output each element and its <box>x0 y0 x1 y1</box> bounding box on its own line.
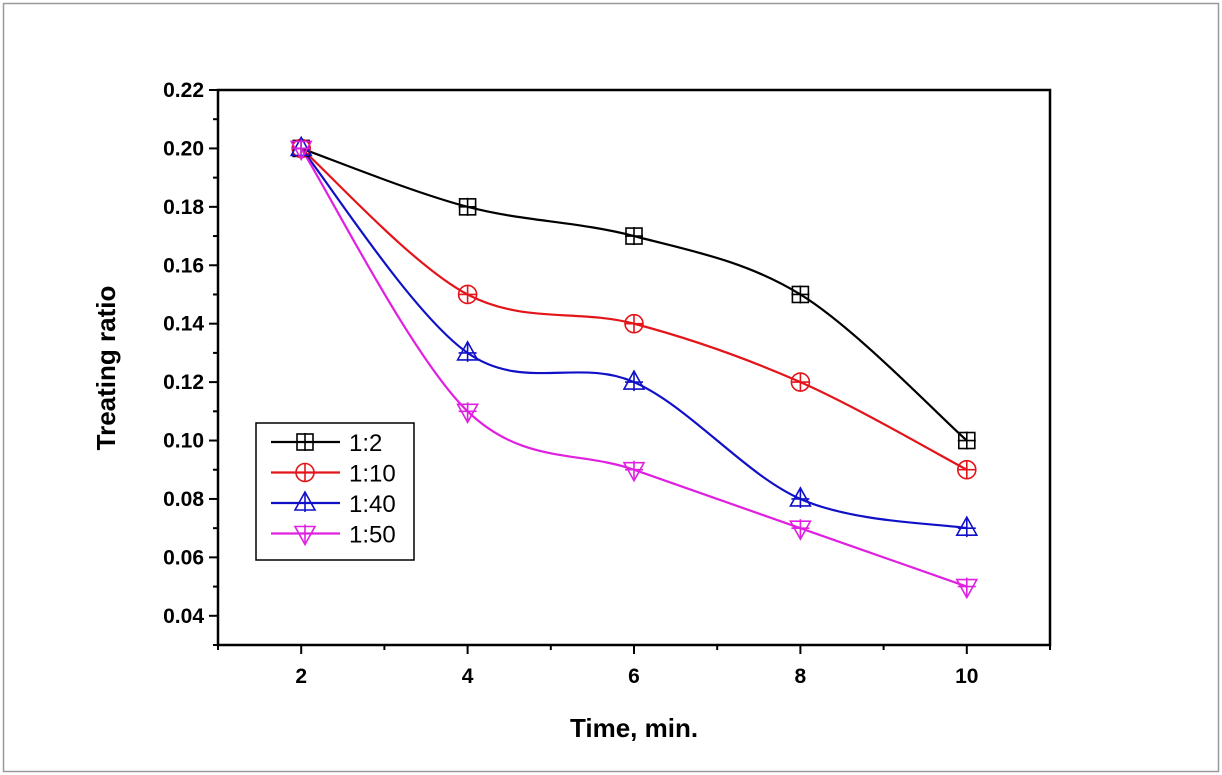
data-point-marker <box>955 515 979 538</box>
data-point-marker <box>957 431 976 450</box>
x-tick-label: 4 <box>462 665 474 688</box>
x-axis-label: Time, min. <box>570 713 698 743</box>
legend-label: 1:50 <box>349 522 396 549</box>
x-tick-label: 10 <box>955 665 978 688</box>
data-point-marker <box>457 284 478 305</box>
legend-label: 1:10 <box>349 461 396 488</box>
data-point-marker <box>295 462 315 483</box>
y-tick-label: 0.16 <box>163 254 204 277</box>
series-line-1-50 <box>300 147 968 588</box>
legend: 1:2 1:10 1:40 1:50 <box>255 422 415 561</box>
data-point-marker <box>289 139 313 162</box>
y-tick-label: 0.22 <box>163 79 204 102</box>
data-point-marker <box>790 372 811 392</box>
data-point-marker <box>955 577 979 600</box>
data-point-marker <box>622 460 646 483</box>
y-tick-label: 0.06 <box>163 546 204 569</box>
data-point-marker <box>293 490 317 512</box>
data-point-marker <box>789 486 812 508</box>
data-point-marker <box>791 285 810 304</box>
x-tick-label: 6 <box>628 665 640 688</box>
x-tick-label: 2 <box>295 665 307 688</box>
y-tick-label: 0.08 <box>163 488 204 511</box>
data-point-marker <box>293 524 317 547</box>
data-point-marker <box>625 227 643 246</box>
y-tick-label: 0.10 <box>163 430 204 453</box>
y-tick-label: 0.20 <box>163 137 204 160</box>
data-point-marker <box>458 197 477 216</box>
y-axis-label: Treating ratio <box>91 286 121 451</box>
data-point-marker <box>456 340 479 362</box>
data-point-marker <box>789 519 812 541</box>
y-tick-label: 0.12 <box>163 371 204 394</box>
data-point-marker <box>622 369 646 392</box>
y-tick-label: 0.18 <box>163 196 204 219</box>
data-point-marker <box>624 313 644 334</box>
data-point-marker <box>956 459 977 480</box>
x-tick-label: 8 <box>795 665 807 688</box>
legend-label: 1:40 <box>349 491 396 518</box>
y-tick-label: 0.04 <box>163 605 204 628</box>
y-tick-label: 0.14 <box>163 313 204 336</box>
legend-box <box>255 422 415 561</box>
data-point-marker <box>456 402 479 424</box>
data-point-marker <box>296 433 314 451</box>
legend-label: 1:2 <box>349 430 382 457</box>
